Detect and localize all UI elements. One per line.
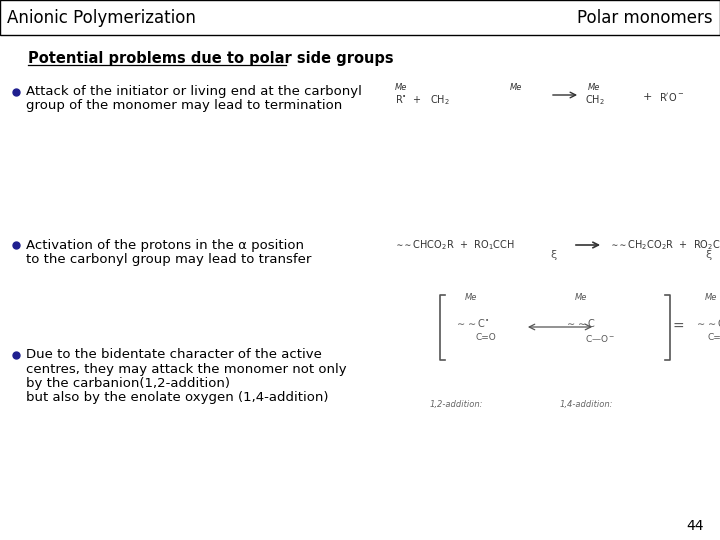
Text: C=O: C=O [475,334,496,342]
Text: centres, they may attack the monomer not only: centres, they may attack the monomer not… [26,362,346,375]
Text: to the carbonyl group may lead to transfer: to the carbonyl group may lead to transf… [26,253,311,266]
Text: by the carbanion(1,2-addition): by the carbanion(1,2-addition) [26,376,230,389]
Text: Me: Me [510,83,523,91]
Text: $\sim\!\sim$C: $\sim\!\sim$C [565,317,595,329]
Text: Me: Me [588,83,600,91]
Text: C—O$^-$: C—O$^-$ [585,333,616,343]
Text: $\mathtt{\sim\!\sim}$CH$_2$CO$_2$R  +  RO$_2$CC: $\mathtt{\sim\!\sim}$CH$_2$CO$_2$R + RO$… [610,238,720,252]
Text: ξ: ξ [550,250,557,260]
Text: $\mathsf{R^{\bullet}}$  +   $\mathsf{CH_2}$: $\mathsf{R^{\bullet}}$ + $\mathsf{CH_2}$ [395,93,450,107]
Text: ξ: ξ [705,250,711,260]
Text: $\sim\!\sim$C$^{\bullet}$: $\sim\!\sim$C$^{\bullet}$ [455,317,490,329]
Text: group of the monomer may lead to termination: group of the monomer may lead to termina… [26,99,342,112]
Text: but also by the enolate oxygen (1,4-addition): but also by the enolate oxygen (1,4-addi… [26,390,328,403]
Text: Potential problems due to polar side groups: Potential problems due to polar side gro… [28,51,394,65]
Text: C=O: C=O [708,334,720,342]
Text: Due to the bidentate character of the active: Due to the bidentate character of the ac… [26,348,322,361]
Text: $\mathsf{R'O^-}$: $\mathsf{R'O^-}$ [659,91,684,103]
Text: Polar monomers: Polar monomers [577,9,713,27]
Text: Me: Me [395,83,408,91]
Text: $\sim\!\sim$C: $\sim\!\sim$C [695,317,720,329]
Bar [0,0,720,35]
Text: Anionic Polymerization: Anionic Polymerization [7,9,196,27]
Text: +: + [643,92,652,102]
Text: Me: Me [575,293,588,302]
Text: 44: 44 [686,519,704,533]
Text: =: = [672,320,683,334]
Text: Activation of the protons in the α position: Activation of the protons in the α posit… [26,239,304,252]
Text: 1,4-addition:: 1,4-addition: [560,401,613,409]
Text: Attack of the initiator or living end at the carbonyl: Attack of the initiator or living end at… [26,85,362,98]
Text: $\mathtt{\sim\!\sim}$CHCO$_2$R  +  RO$_1$CCH: $\mathtt{\sim\!\sim}$CHCO$_2$R + RO$_1$C… [395,238,515,252]
Text: 1,2-addition:: 1,2-addition: [430,401,484,409]
Text: $\mathsf{CH_2}$: $\mathsf{CH_2}$ [585,93,605,107]
Text: Me: Me [705,293,717,302]
Text: Me: Me [465,293,477,302]
